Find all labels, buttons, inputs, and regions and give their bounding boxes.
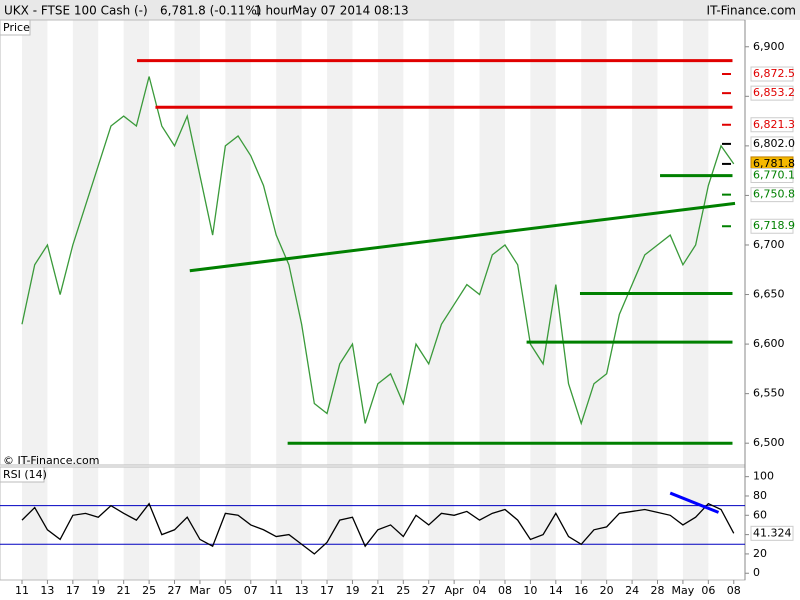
x-tick-label: 05 — [218, 584, 232, 597]
x-tick-label: 17 — [66, 584, 80, 597]
panel-label-box — [0, 466, 45, 483]
x-tick-label: 21 — [117, 584, 131, 597]
x-tick-label: 16 — [574, 584, 588, 597]
y-tick-label: 6,500 — [753, 436, 785, 449]
x-tick-label: 14 — [549, 584, 563, 597]
panel-label-box — [0, 19, 31, 36]
series-line — [21, 502, 735, 555]
quote: 6,781.8 (-0.11%) — [160, 4, 261, 18]
level-label: 6,781.8 — [753, 157, 795, 170]
y-tick-label: 6,700 — [753, 238, 785, 251]
level-box — [750, 136, 794, 152]
trend-line — [189, 201, 736, 273]
x-tick-label: 11 — [269, 584, 283, 597]
y-tick-label: 60 — [753, 508, 767, 521]
day-band — [581, 467, 607, 580]
y-tick-label: 6,900 — [753, 40, 785, 53]
y-tick-label: 20 — [753, 547, 767, 560]
x-tick-label: May — [672, 584, 695, 597]
level-label: 6,853.2 — [753, 86, 795, 99]
x-tick-label: 11 — [15, 584, 29, 597]
x-tick-label: 25 — [396, 584, 410, 597]
day-band — [123, 20, 150, 465]
level-box — [750, 187, 794, 203]
series-line — [21, 76, 735, 426]
trend-line — [669, 491, 720, 514]
x-tick-label: 08 — [498, 584, 512, 597]
day-band — [530, 20, 556, 465]
day-band — [123, 467, 150, 580]
source: IT-Finance.com — [707, 4, 796, 18]
day-band — [581, 20, 607, 465]
x-tick-label: 10 — [523, 584, 537, 597]
day-band — [174, 20, 200, 465]
x-tick-label: 13 — [295, 584, 309, 597]
day-band — [682, 467, 709, 580]
x-tick-label: 07 — [244, 584, 258, 597]
day-band — [327, 20, 353, 465]
y-tick-label: 6,650 — [753, 288, 785, 301]
y-tick-label: 100 — [753, 470, 774, 483]
day-band — [479, 20, 505, 465]
day-band — [174, 467, 200, 580]
level-label: 6,821.3 — [753, 118, 795, 131]
level-label: 6,802.0 — [753, 137, 795, 150]
x-tick-label: 08 — [727, 584, 741, 597]
symbol: UKX - FTSE 100 Cash (-) — [4, 4, 148, 18]
level-box — [750, 218, 794, 234]
y-tick-label: 6,550 — [753, 387, 785, 400]
day-band — [377, 20, 404, 465]
timestamp: May 07 2014 08:13 — [292, 4, 409, 18]
x-tick-label: 19 — [91, 584, 105, 597]
level-label: 6,750.8 — [753, 188, 795, 201]
day-band — [530, 467, 556, 580]
level-box — [750, 66, 794, 82]
period: 1 hour — [254, 4, 293, 18]
x-tick-label: 19 — [345, 584, 359, 597]
day-band — [276, 20, 302, 465]
value-label: 41.324 — [753, 526, 792, 539]
y-tick-label: 0 — [753, 566, 760, 579]
day-band — [428, 20, 455, 465]
level-label: 6,872.5 — [753, 67, 795, 80]
x-tick-label: 27 — [168, 584, 182, 597]
watermark: © IT-Finance.com — [3, 454, 100, 467]
level-box — [750, 85, 794, 101]
day-band — [225, 20, 251, 465]
x-tick-label: 25 — [142, 584, 156, 597]
day-band — [225, 467, 251, 580]
y-tick-label: 6,600 — [753, 337, 785, 350]
day-band — [428, 467, 455, 580]
x-tick-label: 24 — [625, 584, 639, 597]
day-band — [377, 467, 404, 580]
header-bar — [0, 0, 800, 20]
x-tick-label: 21 — [371, 584, 385, 597]
day-band — [632, 467, 658, 580]
x-tick-label: Mar — [190, 584, 211, 597]
x-tick-label: 20 — [600, 584, 614, 597]
day-band — [72, 467, 99, 580]
x-tick-label: Apr — [445, 584, 465, 597]
value-box — [750, 525, 794, 541]
level-box — [750, 168, 794, 184]
day-band — [72, 20, 99, 465]
x-tick-label: 27 — [422, 584, 436, 597]
y-tick-label: 80 — [753, 489, 767, 502]
day-band — [327, 467, 353, 580]
x-tick-label: 06 — [701, 584, 715, 597]
day-band — [22, 20, 48, 465]
level-label: 6,770.1 — [753, 169, 795, 182]
x-tick-label: 13 — [40, 584, 54, 597]
x-tick-label: 28 — [651, 584, 665, 597]
panel-label: Price — [3, 21, 30, 34]
x-tick-label: 04 — [473, 584, 487, 597]
level-label: 6,718.9 — [753, 219, 795, 232]
level-box — [750, 117, 794, 133]
panel-label: RSI (14) — [3, 468, 47, 481]
x-tick-label: 17 — [320, 584, 334, 597]
day-band — [632, 20, 658, 465]
day-band — [276, 467, 302, 580]
day-band — [479, 467, 505, 580]
